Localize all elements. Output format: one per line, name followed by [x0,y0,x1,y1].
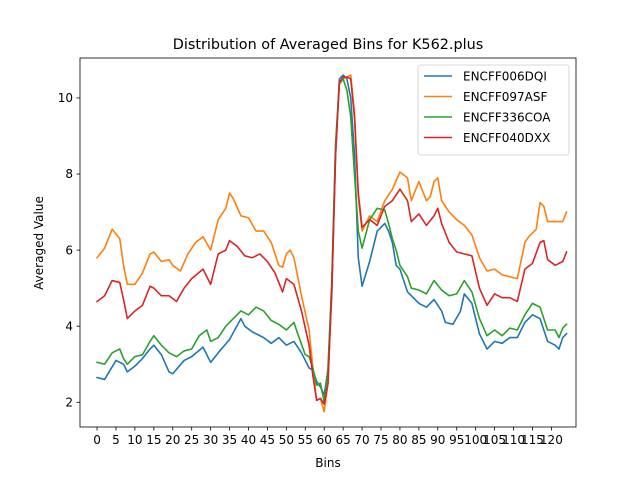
x-tick-label: 115 [521,433,544,447]
y-tick-label: 6 [65,243,73,257]
x-tick-label: 75 [373,433,388,447]
x-tick-label: 95 [449,433,464,447]
x-tick-label: 105 [483,433,506,447]
y-tick-label: 8 [65,167,73,181]
x-tick-label: 65 [336,433,351,447]
legend-label: ENCFF336COA [463,110,551,124]
x-tick-label: 40 [241,433,256,447]
y-axis: 2 4 6 8 10 [58,91,80,409]
x-tick-label: 90 [430,433,445,447]
x-tick-label: 45 [260,433,275,447]
x-tick-label: 30 [203,433,218,447]
x-tick-label: 50 [279,433,294,447]
x-tick-label: 55 [298,433,313,447]
x-axis: 0 5 10 15 20 25 30 35 40 45 50 55 60 65 70 75 80 85 90 95 10… [93,427,563,447]
x-tick-label: 5 [112,433,120,447]
legend: ENCFF006DQI ENCFF097ASF ENCFF336COA ENCFF04… [417,64,570,156]
series-line-encff006dqi [96,74,568,396]
x-tick-label: 70 [354,433,369,447]
x-tick-label: 25 [184,433,199,447]
chart-title: Distribution of Averaged Bins for K562.p… [173,37,483,53]
x-tick-label: 120 [540,433,563,447]
legend-label: ENCFF097ASF [463,90,547,104]
y-tick-label: 2 [65,395,73,409]
y-tick-label: 4 [65,319,73,333]
x-tick-label: 15 [146,433,161,447]
plot-frame [79,57,577,428]
y-tick-label: 10 [58,91,73,105]
x-tick-label: 100 [464,433,487,447]
x-tick-label: 80 [392,433,407,447]
series-line-encff040dxx [95,76,568,405]
x-tick-label: 110 [502,433,525,447]
x-tick-label: 20 [165,433,180,447]
legend-label: ENCFF040DXX [463,131,550,145]
plot-lines [95,74,568,413]
x-tick-label: 60 [317,433,332,447]
x-axis-label: Bins [315,456,340,470]
legend-box [417,64,570,156]
x-tick-label: 35 [222,433,237,447]
y-axis-label: Averaged Value [32,196,46,290]
x-tick-label: 85 [411,433,426,447]
legend-label: ENCFF006DQI [463,69,547,83]
x-tick-label: 0 [93,433,101,447]
x-tick-label: 10 [127,433,142,447]
